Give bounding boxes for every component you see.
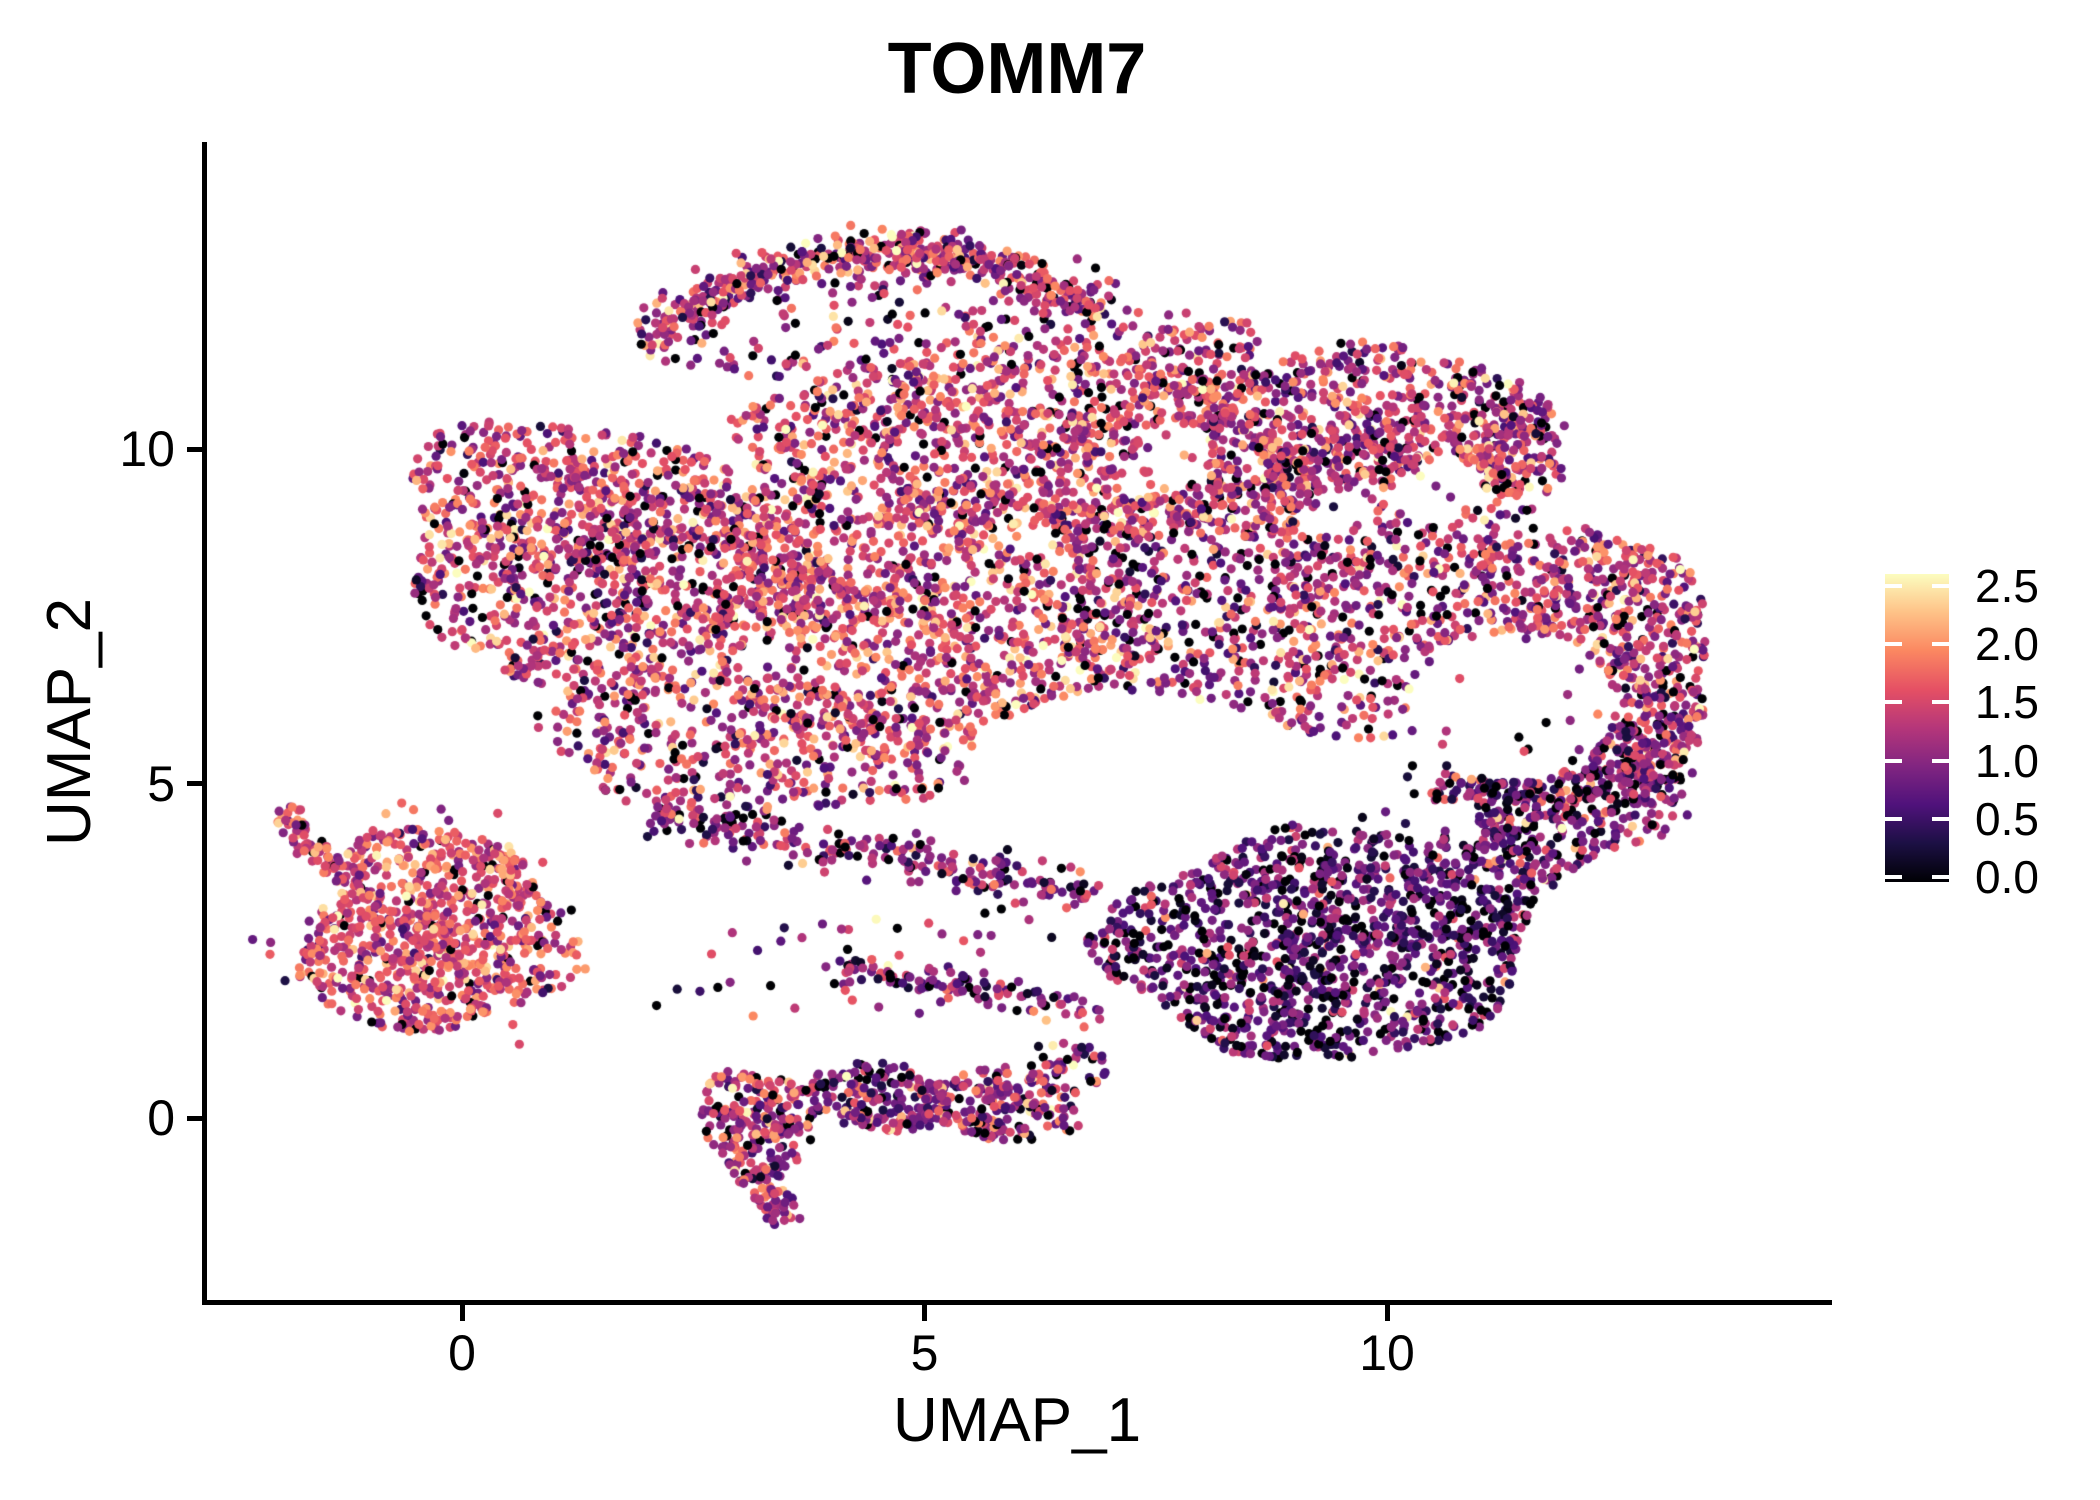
colorbar-tick-notch [1885, 816, 1902, 821]
colorbar-gradient [1885, 574, 1949, 882]
x-tick-label: 5 [910, 1325, 939, 1381]
colorbar-tick-label: 0.5 [1975, 792, 2039, 845]
colorbar-tick-label: 0.0 [1975, 851, 2039, 903]
y-axis-label: UMAP_2 [35, 597, 104, 847]
y-tick-label: 5 [147, 755, 175, 812]
plot-title: TOMM7 [887, 29, 1147, 109]
colorbar-tick-label: 1.0 [1975, 734, 2039, 787]
y-tick-label: 0 [147, 1090, 175, 1146]
x-tick-mark [922, 1304, 927, 1321]
colorbar-tick-notch [1932, 642, 1949, 647]
colorbar-tick-label: 2.0 [1975, 618, 2039, 671]
x-tick-mark [1384, 1304, 1390, 1321]
colorbar-tick-notch [1885, 758, 1902, 763]
colorbar-tick-notch [1885, 700, 1902, 705]
y-axis-line [202, 142, 207, 1305]
colorbar-tick-notch [1885, 642, 1902, 647]
colorbar-tick-notch [1932, 816, 1949, 821]
x-tick-label: 0 [448, 1325, 476, 1381]
x-tick-mark [459, 1304, 465, 1321]
x-tick-label: 10 [1359, 1325, 1415, 1381]
umap-scatter-canvas [205, 142, 1829, 1302]
x-axis-line [202, 1300, 1832, 1305]
colorbar-tick-notch [1932, 584, 1949, 588]
colorbar-tick-notch [1885, 584, 1902, 588]
y-tick-mark [187, 1115, 203, 1121]
y-tick-mark [187, 446, 203, 452]
colorbar-tick-notch [1885, 875, 1902, 879]
y-tick-label: 10 [119, 421, 175, 477]
colorbar-tick-label: 1.5 [1975, 676, 2039, 729]
colorbar-tick-notch [1932, 875, 1949, 879]
x-axis-label: UMAP_1 [892, 1386, 1142, 1455]
y-tick-mark [187, 781, 203, 786]
colorbar-tick-notch [1932, 700, 1949, 705]
colorbar-tick-label: 2.5 [1975, 560, 2039, 612]
colorbar-tick-notch [1932, 758, 1949, 763]
